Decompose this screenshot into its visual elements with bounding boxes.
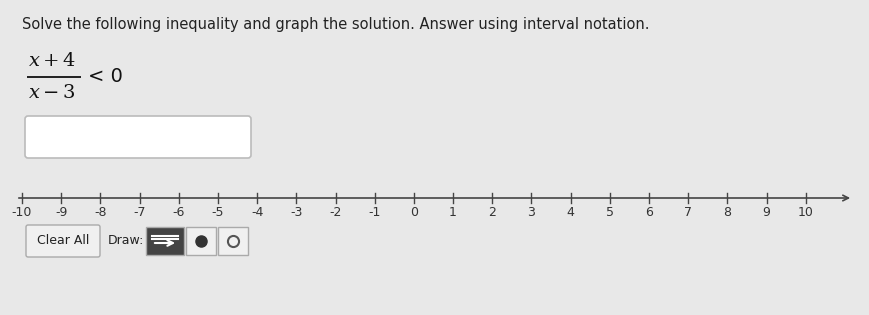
Text: -1: -1 [368,206,381,219]
FancyBboxPatch shape [218,227,248,255]
Text: -2: -2 [329,206,342,219]
Text: 4: 4 [567,206,574,219]
Text: -8: -8 [94,206,107,219]
Text: $x+4$: $x+4$ [28,50,76,70]
Text: 1: 1 [449,206,457,219]
FancyBboxPatch shape [146,227,184,255]
Text: 10: 10 [798,206,813,219]
Text: 9: 9 [763,206,771,219]
Text: -9: -9 [55,206,68,219]
Text: 5: 5 [606,206,614,219]
Text: -7: -7 [133,206,146,219]
Text: 6: 6 [645,206,653,219]
FancyBboxPatch shape [25,116,251,158]
Text: 0: 0 [410,206,418,219]
Text: -3: -3 [290,206,302,219]
Text: Clear All: Clear All [36,234,90,248]
Text: -10: -10 [12,206,32,219]
Text: 7: 7 [684,206,693,219]
Text: Draw:: Draw: [108,234,144,248]
Text: Solve the following inequality and graph the solution. Answer using interval not: Solve the following inequality and graph… [22,17,649,32]
FancyBboxPatch shape [26,225,100,257]
Text: 3: 3 [527,206,535,219]
Text: 8: 8 [723,206,732,219]
Text: -4: -4 [251,206,263,219]
Text: -6: -6 [173,206,185,219]
Text: 2: 2 [488,206,496,219]
Text: $x-3$: $x-3$ [28,83,76,102]
FancyBboxPatch shape [186,227,216,255]
Text: -5: -5 [212,206,224,219]
Text: < 0: < 0 [88,67,123,87]
